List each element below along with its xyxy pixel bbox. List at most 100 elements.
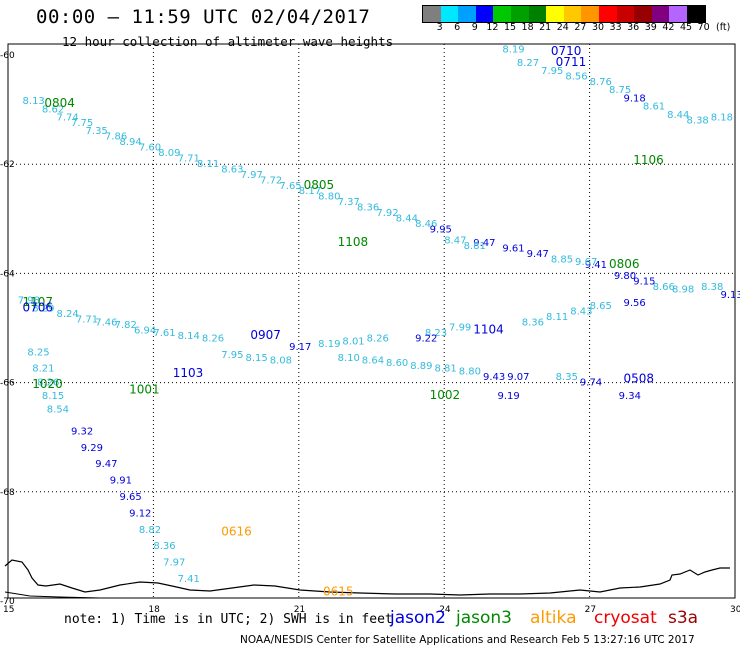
satellite-tracks: 8.138.627.747.757.357.868.947.608.097.71… xyxy=(18,44,740,585)
y-axis-label: -70 xyxy=(0,597,15,607)
wave-height-value: 7.95 xyxy=(541,66,563,77)
wave-height-value: 9.91 xyxy=(110,476,132,487)
wave-height-value: 8.15 xyxy=(245,353,267,364)
wave-height-value: 7.86 xyxy=(105,132,127,143)
wave-height-value: 8.54 xyxy=(47,405,69,416)
pass-label: 0711 xyxy=(556,55,587,69)
wave-height-value: 7.75 xyxy=(71,118,93,129)
scale-swatch xyxy=(581,6,599,22)
scale-swatch xyxy=(528,6,547,22)
wave-height-value: 8.63 xyxy=(221,164,243,175)
wave-height-value: 7.60 xyxy=(139,143,161,154)
wave-height-value: 9.80 xyxy=(614,271,636,282)
scale-swatch xyxy=(634,6,652,22)
footer-credit: NOAA/NESDIS Center for Satellite Applica… xyxy=(240,634,695,646)
wave-height-value: 7.72 xyxy=(260,175,282,186)
wave-height-value: 7.71 xyxy=(178,153,200,164)
wave-height-value: 8.11 xyxy=(546,312,568,323)
wave-height-value: 8.62 xyxy=(42,104,64,115)
ice-shelf-edge xyxy=(4,591,150,599)
wave-height-value: 9.95 xyxy=(430,224,452,235)
pass-label: 1108 xyxy=(338,235,369,249)
scale-label: 21 xyxy=(539,22,552,33)
color-scale-labels: 3 6 9 12 15 18 21 24 27 30 33 36 39 42 45 70 (ft) xyxy=(422,22,740,36)
wave-height-value: 7.95 xyxy=(221,350,243,361)
wave-height-value: 8.60 xyxy=(386,358,408,369)
wave-height-value: 8.80 xyxy=(459,366,481,377)
wave-height-value: 9.29 xyxy=(81,443,103,454)
wave-height-value: 9.41 xyxy=(585,260,607,271)
wave-height-value: 7.35 xyxy=(86,126,108,137)
scale-swatch xyxy=(510,6,529,22)
wave-height-value: 8.19 xyxy=(318,339,340,350)
scale-label: 18 xyxy=(521,22,534,33)
wave-height-value: 8.19 xyxy=(502,44,524,55)
wave-height-value: 9.34 xyxy=(619,391,641,402)
pass-label: 1103 xyxy=(173,366,204,380)
wave-height-value: 9.47 xyxy=(95,459,117,470)
scale-swatch xyxy=(651,6,670,22)
pass-label: 0508 xyxy=(624,372,655,386)
antarctic-coastline xyxy=(4,559,730,596)
scale-label: 30 xyxy=(591,22,605,33)
pass-label: 1104 xyxy=(473,322,504,336)
wave-height-value: 7.37 xyxy=(338,197,360,208)
wave-height-value: 8.75 xyxy=(609,85,631,96)
scale-swatch xyxy=(686,6,705,22)
wave-height-value: 8.38 xyxy=(687,115,709,126)
wave-height-value: 9.32 xyxy=(71,426,93,437)
pass-label: 0805 xyxy=(304,178,335,192)
map-grid xyxy=(7,43,736,599)
wave-height-value: 9.17 xyxy=(289,342,311,353)
y-axis-label: -60 xyxy=(0,51,15,61)
wave-height-value: 8.44 xyxy=(667,110,689,121)
pass-label: 1020 xyxy=(32,377,63,391)
wave-height-value: 8.65 xyxy=(590,301,612,312)
wave-height-value: 8.08 xyxy=(270,355,292,366)
pass-label: 0710 xyxy=(551,44,582,58)
scale-label: (ft) xyxy=(716,22,731,33)
x-axis-label: 21 xyxy=(294,605,305,615)
scale-swatch xyxy=(440,6,459,22)
scale-label: 15 xyxy=(503,22,517,33)
wave-height-value: 9.18 xyxy=(624,93,646,104)
scale-label: 42 xyxy=(662,22,675,33)
wave-height-value: 8.10 xyxy=(338,353,360,364)
wave-height-value: 9.12 xyxy=(129,508,151,519)
x-axis-label: 30 xyxy=(730,605,740,615)
wave-height-value: 8.01 xyxy=(342,336,364,347)
wave-height-value: 8.56 xyxy=(565,72,587,83)
coastline xyxy=(4,559,730,599)
wave-height-value: 9.43 xyxy=(483,372,505,383)
wave-height-value: 9.47 xyxy=(473,238,495,249)
pass-label: 1002 xyxy=(430,388,461,402)
wave-height-value: 8.46 xyxy=(415,219,437,230)
wave-height-value: 8.66 xyxy=(653,282,675,293)
legend-jason2: jason2 xyxy=(390,608,446,628)
scale-swatch xyxy=(616,6,635,22)
x-axis-label: 18 xyxy=(148,605,160,615)
wave-height-value: 8.36 xyxy=(357,203,379,214)
wave-height-value: 8.82 xyxy=(139,525,161,536)
scale-label: 45 xyxy=(679,22,693,33)
scale-label: 24 xyxy=(556,22,569,33)
wave-height-value: 9.07 xyxy=(507,372,529,383)
wave-height-value: 7.99 xyxy=(449,323,471,334)
scale-swatch xyxy=(598,6,617,22)
legend-altika: altika xyxy=(530,608,577,628)
wave-height-value: 8.61 xyxy=(643,102,665,113)
wave-height-value: 8.85 xyxy=(551,254,573,265)
y-axis-label: -64 xyxy=(0,269,15,279)
x-axis-label: 15 xyxy=(3,605,14,615)
wave-height-value: 8.26 xyxy=(367,334,389,345)
scale-label: 36 xyxy=(627,22,640,33)
scale-swatch xyxy=(546,6,564,22)
legend-s3a: s3a xyxy=(668,608,699,628)
scale-label: 3 xyxy=(436,22,443,33)
footer-note: note: 1) Time is in UTC; 2) SWH is in fe… xyxy=(64,612,393,627)
legend-cryosat: cryosat xyxy=(594,608,657,628)
scale-swatch xyxy=(493,6,511,22)
wave-height-value: 8.80 xyxy=(318,192,340,203)
wave-height-value: 9.22 xyxy=(415,334,437,345)
